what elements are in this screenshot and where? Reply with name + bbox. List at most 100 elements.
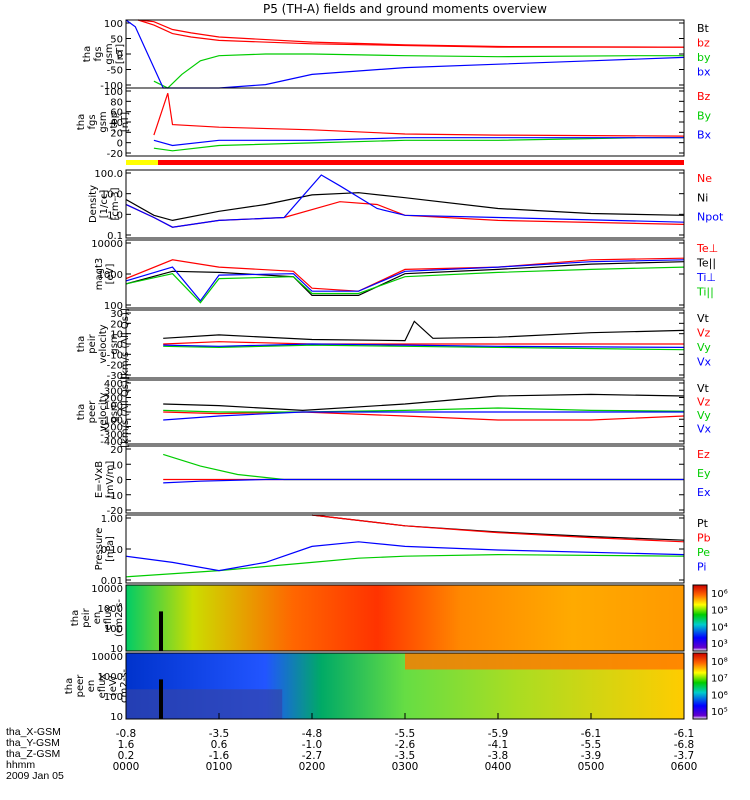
x-axis-row-labels: tha_X-GSM tha_Y-GSM tha_Z-GSM hhmm 2009 …: [6, 727, 64, 782]
ylabel-line: E=-VxB: [94, 461, 105, 498]
data-gap-marker: [159, 679, 163, 719]
ylabel-line: [cm-3]: [110, 187, 121, 220]
ytick-label: 10000: [91, 652, 123, 663]
ylabel-line: peer: [87, 400, 98, 424]
ylabel-line: peer: [75, 674, 86, 698]
series-line-Pi: [125, 541, 685, 572]
ytick-label: 100: [104, 19, 123, 30]
colorbar-label: 10⁴: [711, 622, 728, 633]
xtick-label: 0200: [299, 761, 326, 773]
ylabel-line: velocity: [98, 324, 109, 363]
ytick-label: 300: [104, 386, 123, 397]
xtick-label: -5.5: [395, 728, 416, 740]
series-line-Pt: [311, 514, 685, 541]
figure-title: P5 (TH-A) fields and ground moments over…: [263, 2, 547, 16]
xtick-label: -5.9: [488, 728, 509, 740]
panel-frame: [125, 239, 685, 309]
ytick-label: -300: [100, 430, 123, 441]
series-line-by: [153, 53, 684, 89]
ylabel-line: gsm: [104, 43, 115, 64]
panel-frame: [125, 445, 685, 514]
ytick-label: 1.0: [107, 210, 123, 221]
legend-label: Pe: [697, 546, 710, 559]
legend-label: Vz: [697, 327, 711, 340]
colorbar-label: 10³: [711, 639, 728, 650]
ylabel-line: tha: [76, 336, 87, 352]
ytick-label: 10: [110, 460, 123, 471]
ytick-label: 10000: [91, 584, 123, 595]
legend-label: bz: [697, 37, 710, 50]
legend-label: Pi: [697, 561, 706, 574]
legend-label: Pb: [697, 532, 711, 545]
series-line-Bz: [153, 93, 685, 137]
legend-label: Npot: [697, 211, 724, 224]
date-label: 2009 Jan 05: [6, 770, 64, 782]
ytick-label: 20: [110, 128, 123, 139]
xtick-label: -4.8: [302, 728, 323, 740]
ytick-label: 0: [117, 50, 123, 61]
ylabel-line: velocity: [98, 392, 109, 431]
panel-frame: [125, 584, 685, 652]
series-line-Ni: [125, 192, 685, 222]
xtick-label: -6.8: [674, 739, 695, 751]
ytick-label: 0.1: [107, 231, 123, 242]
xtick-label: -3.7: [674, 750, 695, 762]
legend-label: Pt: [697, 517, 709, 530]
series-line-Ex: [163, 478, 684, 484]
legend-label: by: [697, 51, 711, 64]
panel-ylabel: thafgsgsm[nT]: [82, 43, 126, 64]
panel-frame: [125, 19, 685, 89]
legend-label: Ez: [697, 448, 710, 461]
legend-label: Vz: [697, 396, 711, 409]
xtick-label: 0600: [671, 761, 698, 773]
ytick-label: 0: [117, 408, 123, 419]
ylabel-line: tha: [76, 404, 87, 420]
series-line-Vz: [163, 341, 684, 345]
xrow-label-z: tha_Z-GSM: [6, 748, 61, 760]
panel-3: Density[1/cc][cm-3] 100.0 10.0 1.0 0.1 Ne Ni Np…: [88, 169, 724, 242]
series-line-Pe: [125, 553, 685, 578]
colorbar-label: 10⁵: [711, 606, 728, 617]
ytick-label: 40: [110, 118, 123, 129]
ytick-label: -20: [107, 149, 123, 160]
ytick-label: 10000: [91, 239, 123, 250]
legend-label: Vt: [697, 312, 710, 325]
legend-label: Ex: [697, 486, 711, 499]
xtick-label: -3.5: [209, 728, 230, 740]
ytick-label: 80: [110, 97, 123, 108]
panel-frame: [125, 87, 685, 157]
ytick-label: 0: [117, 476, 123, 487]
panel-6: thapeervelocitygsm[km/s (All Qs)]4003002…: [76, 376, 712, 448]
panel-ylabel: Density[1/cc][cm-3]: [88, 185, 121, 223]
ylabel-line: [1/cc]: [99, 190, 110, 219]
legend-label: By: [697, 109, 712, 122]
ylabel-line: tha: [64, 678, 75, 694]
panel-ylabel: E=-VxB[mV/m]: [94, 461, 116, 499]
panel-frame: [125, 169, 685, 239]
ylabel-line: peir: [87, 333, 98, 353]
mode-bar-red: [158, 160, 684, 165]
ytick-label: 100.0: [94, 169, 123, 180]
x-axis-labels: -0.8 -3.5 -4.8 -5.5 -5.9 -6.1 -6.11.6 0.6 -1.0 -2…: [113, 713, 698, 773]
heatmap-region: [405, 653, 684, 670]
ytick-label: 50: [110, 35, 123, 46]
series-line-Bt: [138, 19, 685, 48]
series-line-Vx: [163, 343, 685, 348]
xtick-label: -3.8: [488, 750, 509, 762]
panel-frame: [125, 379, 685, 445]
xtick-label: -6.1: [581, 728, 602, 740]
ytick-label: 0: [117, 340, 123, 351]
series-line-Bx: [153, 137, 684, 147]
ylabel-line: tha: [76, 114, 87, 130]
series-line-bx: [125, 19, 685, 89]
ytick-label: 0: [117, 139, 123, 150]
xtick-label: 1.6: [118, 739, 135, 751]
panel-10: thapeereneflux(eV/cm2-s-sr-eV)1000010001…: [64, 652, 728, 723]
legend-label: Te⊥: [696, 242, 718, 255]
ylabel-line: gsm: [109, 333, 120, 354]
ytick-label: -100: [100, 81, 123, 92]
colorbar-label: 10⁸: [711, 657, 728, 668]
legend-label: Ey: [697, 467, 711, 480]
